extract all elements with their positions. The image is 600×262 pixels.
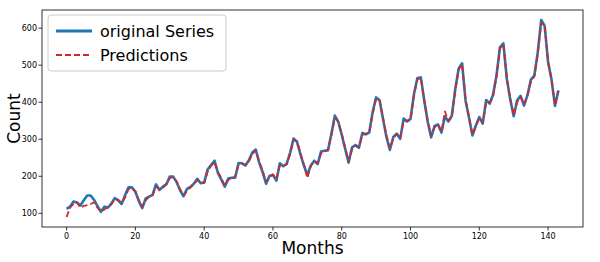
- y-tick: [39, 65, 43, 66]
- legend-swatch: [56, 30, 92, 33]
- x-tick-label: 20: [130, 232, 140, 241]
- y-tick-label: 400: [22, 98, 37, 107]
- plot-area: [67, 20, 559, 217]
- x-tick: [135, 227, 136, 231]
- background: [0, 0, 600, 262]
- x-tick: [410, 227, 411, 231]
- y-tick-label: 300: [22, 135, 37, 144]
- legend-label: original Series: [100, 22, 214, 41]
- x-tick-label: 40: [199, 232, 209, 241]
- y-tick-label: 500: [22, 61, 37, 70]
- x-tick-label: 140: [540, 232, 555, 241]
- y-tick: [39, 102, 43, 103]
- y-tick-label: 600: [22, 24, 37, 33]
- x-tick: [204, 227, 205, 231]
- legend-swatch: [56, 54, 92, 56]
- x-tick: [548, 227, 549, 231]
- x-axis-label: Months: [281, 238, 343, 258]
- x-tick: [272, 227, 273, 231]
- x-tick: [341, 227, 342, 231]
- legend-box: [48, 15, 226, 71]
- legend-label: Predictions: [100, 46, 188, 65]
- y-tick: [39, 213, 43, 214]
- chart: 020406080100120140100200300400500600Mont…: [0, 0, 600, 262]
- series-line: [67, 23, 559, 217]
- x-tick-label: 100: [403, 232, 418, 241]
- x-tick-label: 120: [472, 232, 487, 241]
- y-tick: [39, 28, 43, 29]
- frame: [42, 10, 583, 227]
- y-tick: [39, 176, 43, 177]
- y-tick: [39, 139, 43, 140]
- y-axis-label: Count: [4, 93, 24, 144]
- x-tick-label: 0: [64, 232, 69, 241]
- x-tick: [479, 227, 480, 231]
- x-tick-label: 60: [268, 232, 278, 241]
- x-tick: [66, 227, 67, 231]
- y-tick-label: 200: [22, 172, 37, 181]
- legend: original Series Predictions: [48, 15, 226, 71]
- y-tick-label: 100: [22, 209, 37, 218]
